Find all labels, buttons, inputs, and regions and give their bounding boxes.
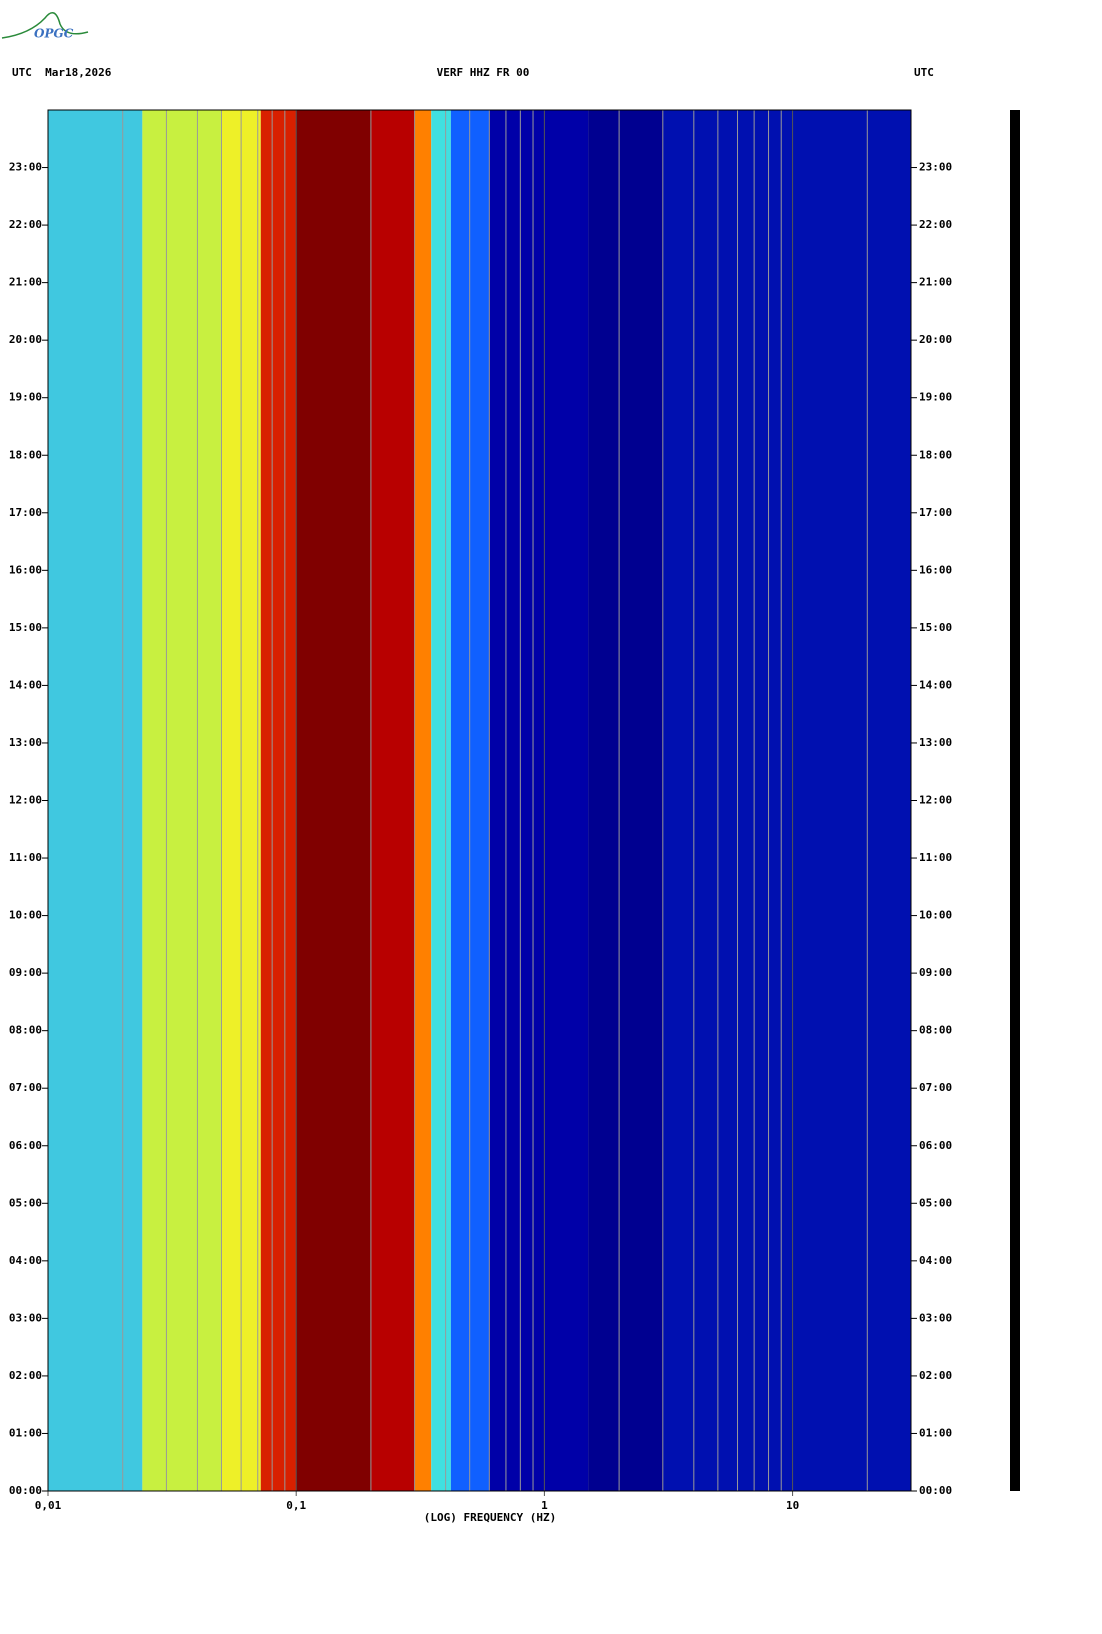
y-tick-label: 21:00	[919, 276, 952, 289]
plot-frame	[47, 109, 912, 1492]
y-tick-label: 11:00	[9, 851, 42, 864]
spectrogram-band	[260, 110, 297, 1491]
y-tick-label: 07:00	[919, 1081, 952, 1094]
y-tick-label: 10:00	[9, 909, 42, 922]
y-tick-label: 02:00	[9, 1369, 42, 1382]
y-tick-label: 10:00	[919, 909, 952, 922]
y-tick-label: 22:00	[919, 218, 952, 231]
x-axis-label: (LOG) FREQUENCY (HZ)	[424, 1511, 556, 1524]
x-tick-label: 1	[541, 1499, 548, 1512]
y-tick-label: 00:00	[919, 1484, 952, 1497]
spectrogram-band	[142, 110, 222, 1491]
spectrogram-band	[662, 110, 911, 1491]
header-left: UTC Mar18,2026	[12, 66, 112, 79]
chart-title: VERF HHZ FR 00	[437, 66, 530, 79]
y-tick-label: 13:00	[9, 736, 42, 749]
x-tick-label: 0,1	[286, 1499, 306, 1512]
y-tick-label: 01:00	[919, 1426, 952, 1439]
y-tick-label: 16:00	[919, 563, 952, 576]
y-tick-label: 20:00	[919, 333, 952, 346]
y-tick-label: 12:00	[9, 794, 42, 807]
y-tick-label: 11:00	[919, 851, 952, 864]
y-tick-label: 09:00	[9, 966, 42, 979]
y-tick-label: 09:00	[919, 966, 952, 979]
spectrogram-band	[296, 110, 371, 1491]
y-tick-label: 20:00	[9, 333, 42, 346]
y-tick-label: 05:00	[9, 1196, 42, 1209]
y-tick-label: 15:00	[9, 621, 42, 634]
seismogram-trace	[1010, 110, 1020, 1491]
y-tick-label: 03:00	[9, 1311, 42, 1324]
spectrogram-band	[48, 110, 143, 1491]
y-tick-label: 23:00	[9, 161, 42, 174]
y-tick-label: 17:00	[919, 506, 952, 519]
spectrogram-band	[489, 110, 589, 1491]
y-tick-label: 19:00	[9, 391, 42, 404]
spectrogram-band	[414, 110, 432, 1491]
y-tick-label: 05:00	[919, 1196, 952, 1209]
y-tick-label: 18:00	[9, 448, 42, 461]
logo-curve	[1, 12, 89, 39]
y-tick-label: 22:00	[9, 218, 42, 231]
y-tick-label: 15:00	[919, 621, 952, 634]
y-tick-label: 02:00	[919, 1369, 952, 1382]
y-tick-label: 06:00	[9, 1139, 42, 1152]
spectrogram-band	[588, 110, 663, 1491]
y-tick-label: 00:00	[9, 1484, 42, 1497]
y-tick-label: 08:00	[919, 1024, 952, 1037]
y-tick-label: 08:00	[9, 1024, 42, 1037]
y-tick-label: 06:00	[919, 1139, 952, 1152]
spectrogram-band	[431, 110, 451, 1491]
y-tick-label: 13:00	[919, 736, 952, 749]
y-tick-label: 04:00	[9, 1254, 42, 1267]
y-tick-label: 21:00	[9, 276, 42, 289]
header-right: UTC	[914, 66, 934, 79]
y-tick-label: 16:00	[9, 563, 42, 576]
y-tick-label: 03:00	[919, 1311, 952, 1324]
spectrogram-band	[370, 110, 415, 1491]
y-tick-label: 12:00	[919, 794, 952, 807]
y-tick-label: 17:00	[9, 506, 42, 519]
y-tick-label: 14:00	[919, 678, 952, 691]
x-tick-label: 10	[786, 1499, 799, 1512]
y-tick-label: 18:00	[919, 448, 952, 461]
logo: OPGC	[34, 27, 74, 41]
y-tick-label: 04:00	[919, 1254, 952, 1267]
x-tick-label: 0,01	[35, 1499, 62, 1512]
y-tick-label: 23:00	[919, 161, 952, 174]
y-tick-label: 14:00	[9, 678, 42, 691]
y-tick-label: 19:00	[919, 391, 952, 404]
y-tick-label: 01:00	[9, 1426, 42, 1439]
y-tick-label: 07:00	[9, 1081, 42, 1094]
